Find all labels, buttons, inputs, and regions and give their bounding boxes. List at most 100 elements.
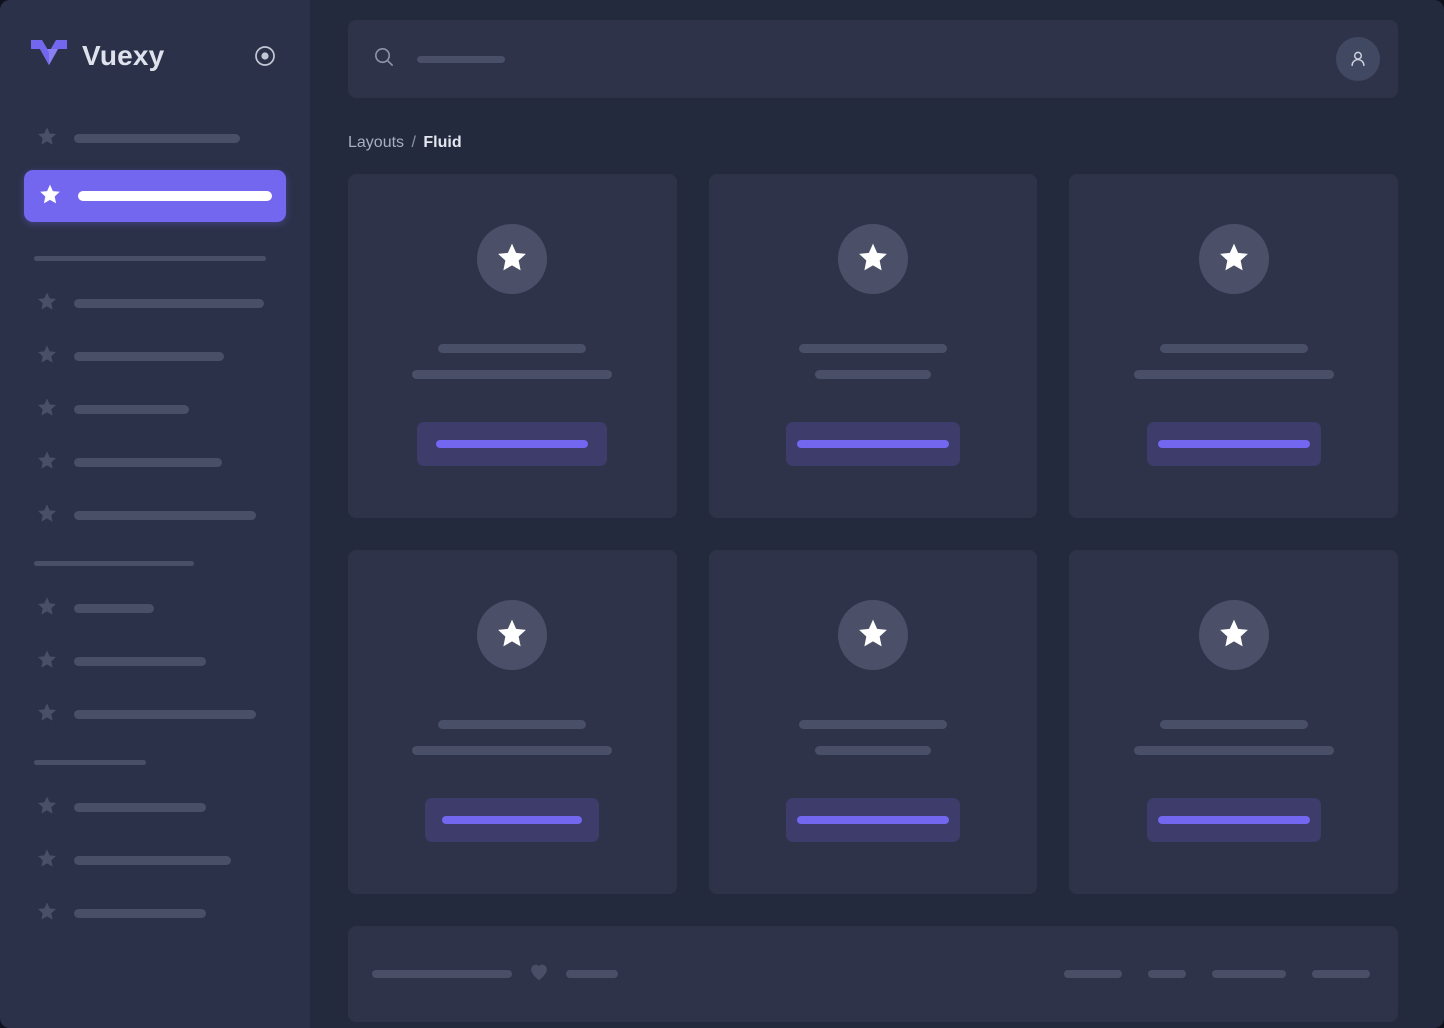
card-subtitle-bar [1133, 370, 1334, 379]
card-avatar [477, 224, 548, 294]
footer-bar [348, 926, 1398, 1022]
card-text-lines [1069, 344, 1398, 379]
card-action-button[interactable] [425, 798, 600, 842]
card-button-label-bar [1157, 440, 1310, 448]
sidebar-item-label-bar [74, 908, 206, 918]
content-card[interactable] [348, 174, 677, 518]
card-avatar [837, 224, 908, 294]
footer-text-bar [372, 970, 512, 978]
sidebar-item-label-bar [74, 133, 240, 143]
sidebar-item[interactable] [24, 285, 286, 321]
sidebar-item[interactable] [24, 497, 286, 533]
vuexy-logo-icon [30, 38, 68, 74]
footer-link-bar[interactable] [1212, 970, 1286, 978]
star-icon [36, 343, 58, 370]
card-title-bar [798, 720, 947, 729]
footer-links [1064, 970, 1370, 978]
star-icon [36, 595, 58, 622]
footer-link-bar[interactable] [1064, 970, 1122, 978]
card-grid [348, 174, 1398, 894]
top-navbar [348, 20, 1398, 98]
footer-link-bar[interactable] [1312, 970, 1370, 978]
card-avatar [1198, 600, 1269, 670]
card-subtitle-bar [814, 370, 931, 379]
star-icon [36, 125, 58, 152]
main-content: Layouts / Fluid [310, 0, 1444, 1028]
sidebar-group [24, 120, 286, 222]
sidebar-item[interactable] [24, 338, 286, 374]
card-title-bar [1159, 344, 1308, 353]
card-action-button[interactable] [785, 422, 960, 466]
star-icon [856, 240, 890, 279]
sidebar-item-label-bar [74, 656, 206, 666]
star-icon [36, 847, 58, 874]
star-icon [36, 900, 58, 927]
heart-icon [528, 961, 550, 988]
content-card[interactable] [1069, 550, 1398, 894]
star-icon [36, 449, 58, 476]
star-icon [856, 616, 890, 655]
card-text-lines [1069, 720, 1398, 755]
content-card[interactable] [1069, 174, 1398, 518]
sidebar-item-label-bar [74, 709, 256, 719]
footer-author-bar [566, 970, 618, 978]
star-icon [36, 290, 58, 317]
brand-header: Vuexy [24, 0, 286, 112]
card-button-label-bar [436, 440, 589, 448]
sidebar-item-active[interactable] [24, 170, 286, 222]
sidebar-item-label-bar [78, 191, 272, 201]
card-text-lines [709, 720, 1038, 755]
card-title-bar [438, 720, 587, 729]
search-icon [372, 45, 395, 73]
content-card[interactable] [348, 550, 677, 894]
card-action-button[interactable] [1146, 798, 1321, 842]
sidebar-group-header [34, 256, 266, 261]
sidebar-item-label-bar [74, 457, 222, 467]
card-avatar [837, 600, 908, 670]
content-card[interactable] [708, 174, 1038, 518]
sidebar-item[interactable] [24, 120, 286, 156]
user-avatar-icon [1351, 51, 1365, 67]
card-action-button[interactable] [785, 798, 960, 842]
sidebar-nav [24, 120, 286, 931]
card-text-lines [348, 720, 677, 755]
breadcrumb: Layouts / Fluid [348, 134, 1398, 152]
user-avatar-button[interactable] [1336, 37, 1380, 81]
sidebar-group [24, 760, 286, 931]
card-action-button[interactable] [417, 422, 608, 466]
footer-link-bar[interactable] [1148, 970, 1186, 978]
search-placeholder-bar [417, 55, 505, 63]
sidebar-item-label-bar [74, 404, 189, 414]
card-text-lines [709, 344, 1038, 379]
sidebar-item[interactable] [24, 643, 286, 679]
sidebar-group [24, 561, 286, 732]
sidebar-item[interactable] [24, 696, 286, 732]
card-title-bar [798, 344, 947, 353]
sidebar-item[interactable] [24, 590, 286, 626]
card-title-bar [438, 344, 587, 353]
card-avatar [477, 600, 548, 670]
content-card[interactable] [708, 550, 1038, 894]
sidebar-item-label-bar [74, 351, 224, 361]
sidebar-item-label-bar [74, 855, 231, 865]
star-icon [495, 240, 529, 279]
card-action-button[interactable] [1146, 422, 1321, 466]
breadcrumb-parent[interactable]: Layouts [348, 134, 405, 151]
search-input[interactable] [372, 45, 1336, 73]
circle-dot-toggle-icon[interactable] [252, 43, 278, 69]
card-title-bar [1159, 720, 1308, 729]
star-icon [1217, 616, 1251, 655]
sidebar-item[interactable] [24, 842, 286, 878]
star-icon [38, 182, 62, 211]
sidebar-item[interactable] [24, 444, 286, 480]
sidebar-item-label-bar [74, 298, 264, 308]
sidebar-item[interactable] [24, 895, 286, 931]
sidebar-item[interactable] [24, 391, 286, 427]
sidebar-group [24, 256, 286, 533]
sidebar: Vuexy [0, 0, 310, 1028]
card-avatar [1198, 224, 1269, 294]
star-icon [36, 502, 58, 529]
card-button-label-bar [796, 816, 949, 824]
sidebar-item[interactable] [24, 789, 286, 825]
